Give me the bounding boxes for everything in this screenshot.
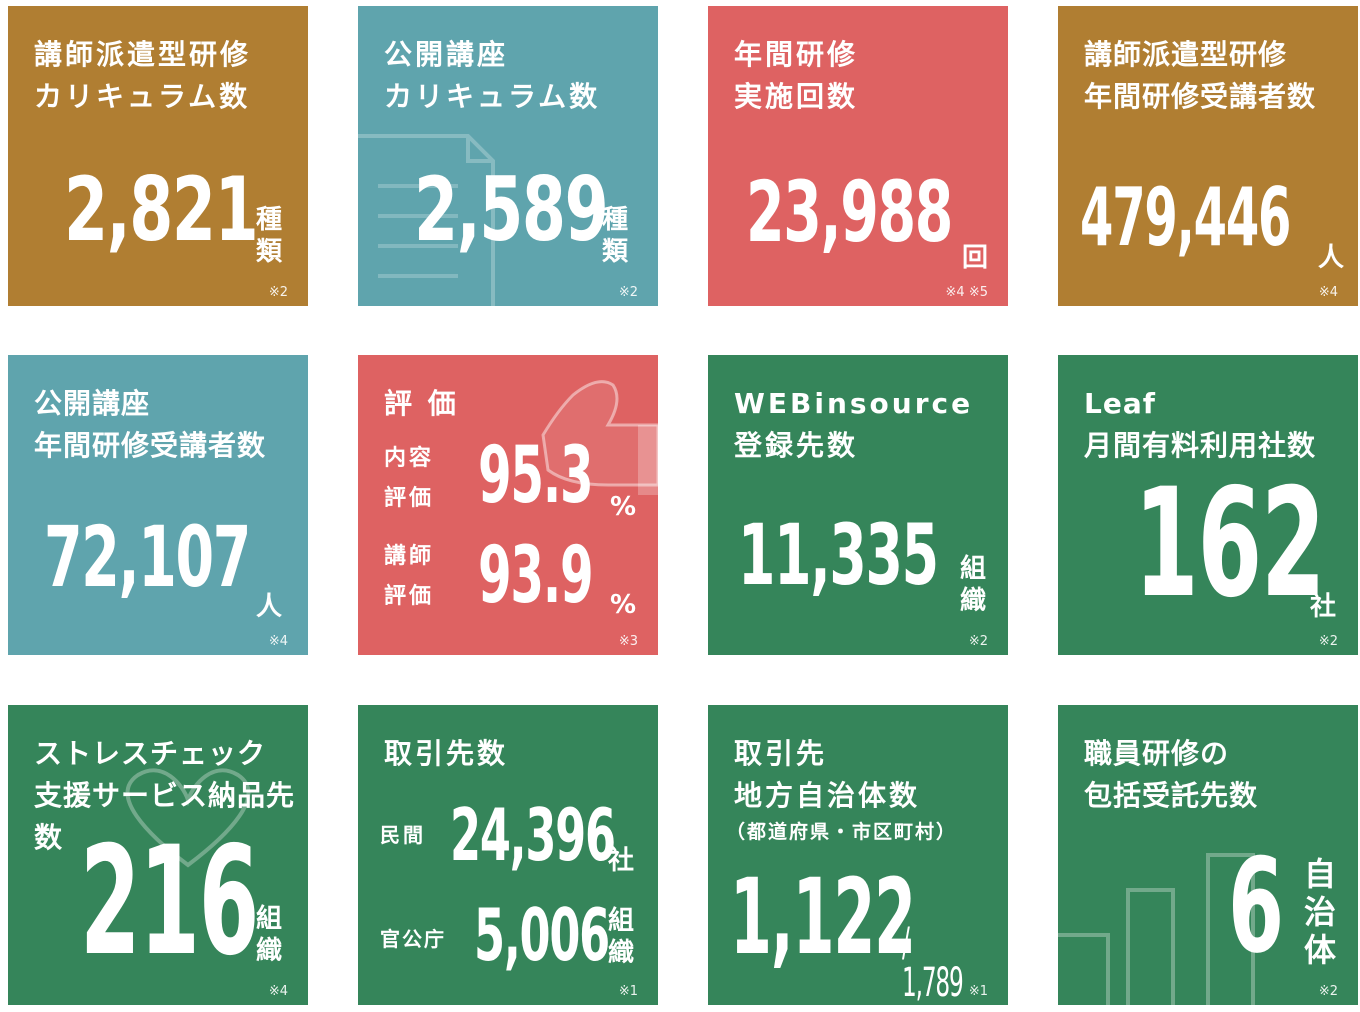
tile-title: 取引先数 <box>384 737 509 770</box>
clients-unit-government: 組 織 <box>608 906 635 968</box>
tile-webinsource: WEBinsource 登録先数 11,335 組 織 ※2 <box>708 355 1008 655</box>
stat-unit: 人 <box>1318 243 1345 273</box>
clients-value-private: 24,396 <box>450 793 616 877</box>
tile-comprehensive-contracts: 職員研修の 包括受託先数 6 自 治 体 ※2 <box>1058 705 1358 1005</box>
stat-value: 216 <box>80 815 259 989</box>
tile-instructor-attendees: 講師派遣型研修 年間研修受講者数 479,446 人 ※4 <box>1058 6 1358 306</box>
eval-unit-content: % <box>610 492 637 522</box>
stat-denominator: / 1,789 <box>902 920 964 1005</box>
footnote: ※1 <box>968 984 988 999</box>
tile-title: ストレスチェック 支援サービス納品先数 <box>34 737 296 854</box>
stat-value: 1,122 <box>730 856 916 978</box>
footnote: ※4 ※5 <box>945 285 988 300</box>
eval-label-content: 内容 評価 <box>384 446 435 511</box>
eval-label-instructor: 講師 評価 <box>384 544 435 609</box>
building-icon <box>1058 853 1255 1005</box>
clients-value-government: 5,006 <box>474 893 610 977</box>
tile-title: 職員研修の 包括受託先数 <box>1084 737 1259 812</box>
footnote: ※2 <box>1318 984 1338 999</box>
footnote: ※3 <box>618 634 638 649</box>
footnote: ※2 <box>968 634 988 649</box>
tile-clients: 取引先数 民間 24,396 社 官公庁 5,006 組 織 ※1 <box>358 705 658 1005</box>
stat-value: 2,589 <box>414 158 609 261</box>
stat-unit: 組 織 <box>256 904 283 966</box>
tile-evaluation: 評 価 内容 評価 95.3 % 講師 評価 93.9 % ※3 <box>358 355 658 655</box>
clients-label-private: 民間 <box>380 823 426 847</box>
tile-leaf: Leaf 月間有料利用社数 162 社 ※2 <box>1058 355 1358 655</box>
footnote: ※4 <box>268 984 288 999</box>
tile-subtitle: （都道府県・市区町村） <box>726 821 958 843</box>
stat-value: 11,335 <box>738 506 939 604</box>
stat-value: 72,107 <box>44 508 251 606</box>
stat-value: 479,446 <box>1080 171 1291 264</box>
document-icon <box>358 134 495 306</box>
footnote: ※4 <box>268 634 288 649</box>
tile-title: 講師派遣型研修 カリキュラム数 <box>34 38 252 113</box>
stat-unit: 人 <box>256 592 283 622</box>
tile-public-attendees: 公開講座 年間研修受講者数 72,107 人 ※4 <box>8 355 308 655</box>
stat-unit: 社 <box>1310 592 1337 622</box>
thumbs-up-icon <box>541 380 658 495</box>
tile-title: 評 価 <box>384 387 459 420</box>
tile-title: 年間研修 実施回数 <box>734 38 859 113</box>
tile-title: 取引先 地方自治体数 <box>734 737 921 812</box>
footnote: ※2 <box>1318 634 1338 649</box>
heart-icon <box>125 768 251 868</box>
tile-stress-check: ストレスチェック 支援サービス納品先数 216 組 織 ※4 <box>8 705 308 1005</box>
tile-public-curriculum: 公開講座 カリキュラム数 2,589 種 類 ※2 <box>358 6 658 306</box>
stat-value: 2,821 <box>64 158 259 261</box>
tile-annual-sessions: 年間研修 実施回数 23,988 回 ※4 ※5 <box>708 6 1008 306</box>
eval-value-instructor: 93.9 <box>478 531 594 621</box>
tile-title: Leaf 月間有料利用社数 <box>1084 387 1317 462</box>
footnote: ※1 <box>618 984 638 999</box>
footnote: ※4 <box>1318 285 1338 300</box>
tile-title: 公開講座 カリキュラム数 <box>384 38 601 113</box>
tile-title: WEBinsource 登録先数 <box>734 387 974 462</box>
footnote: ※2 <box>618 285 638 300</box>
stat-unit: 組 織 <box>960 554 987 616</box>
stat-value: 23,988 <box>746 163 953 261</box>
stat-unit: 種 類 <box>256 205 283 267</box>
stat-unit: 回 <box>962 243 989 273</box>
tile-title: 公開講座 年間研修受講者数 <box>34 387 267 462</box>
stat-unit: 自 治 体 <box>1304 855 1337 969</box>
stat-value: 162 <box>1134 457 1326 631</box>
tile-instructor-curriculum: 講師派遣型研修 カリキュラム数 2,821 種 類 ※2 <box>8 6 308 306</box>
stat-unit: 種 類 <box>602 205 629 267</box>
stat-value: 6 <box>1228 830 1284 982</box>
tile-municipalities: 取引先 地方自治体数 （都道府県・市区町村） 1,122 / 1,789 ※1 <box>708 705 1008 1005</box>
clients-label-government: 官公庁 <box>380 927 446 951</box>
footnote: ※2 <box>268 285 288 300</box>
clients-unit-private: 社 <box>608 846 635 876</box>
eval-value-content: 95.3 <box>478 431 594 521</box>
eval-unit-instructor: % <box>610 590 637 620</box>
tile-title: 講師派遣型研修 年間研修受講者数 <box>1084 38 1317 113</box>
